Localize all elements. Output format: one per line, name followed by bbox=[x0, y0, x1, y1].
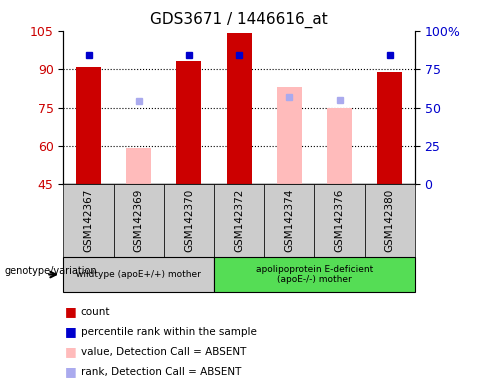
Text: apolipoprotein E-deficient
(apoE-/-) mother: apolipoprotein E-deficient (apoE-/-) mot… bbox=[256, 265, 373, 284]
Text: ■: ■ bbox=[65, 305, 77, 318]
Text: ■: ■ bbox=[65, 345, 77, 358]
Text: GSM142374: GSM142374 bbox=[285, 189, 294, 253]
Text: ■: ■ bbox=[65, 365, 77, 378]
Bar bbox=[277, 87, 302, 184]
Text: ■: ■ bbox=[65, 325, 77, 338]
Bar bbox=[377, 72, 402, 184]
Text: GSM142380: GSM142380 bbox=[385, 189, 395, 252]
Text: wildtype (apoE+/+) mother: wildtype (apoE+/+) mother bbox=[76, 270, 201, 279]
Text: GSM142367: GSM142367 bbox=[83, 189, 94, 253]
Text: percentile rank within the sample: percentile rank within the sample bbox=[81, 327, 256, 337]
Text: GSM142369: GSM142369 bbox=[134, 189, 144, 253]
Text: GSM142376: GSM142376 bbox=[334, 189, 345, 253]
Text: GSM142372: GSM142372 bbox=[234, 189, 244, 253]
Text: value, Detection Call = ABSENT: value, Detection Call = ABSENT bbox=[81, 347, 246, 357]
Bar bbox=[126, 149, 151, 184]
Title: GDS3671 / 1446616_at: GDS3671 / 1446616_at bbox=[150, 12, 328, 28]
Text: genotype/variation: genotype/variation bbox=[5, 266, 98, 276]
Text: GSM142370: GSM142370 bbox=[184, 189, 194, 252]
Bar bbox=[76, 66, 101, 184]
Bar bbox=[176, 61, 202, 184]
Text: count: count bbox=[81, 307, 110, 317]
Bar bbox=[327, 108, 352, 184]
Text: rank, Detection Call = ABSENT: rank, Detection Call = ABSENT bbox=[81, 367, 241, 377]
Bar bbox=[226, 33, 252, 184]
